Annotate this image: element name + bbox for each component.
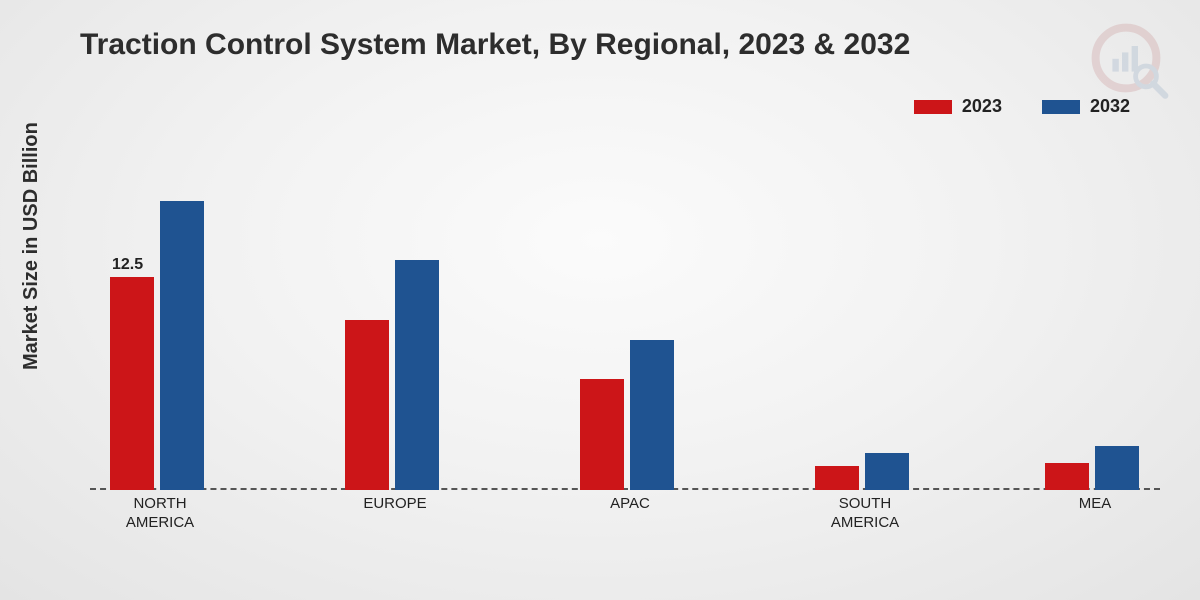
bar-group-apac <box>580 340 690 490</box>
bar-2032-north-america <box>160 201 204 490</box>
x-label-mea: MEA <box>1025 495 1165 514</box>
legend-swatch-2023 <box>914 100 952 114</box>
value-label-12-5: 12.5 <box>112 256 143 274</box>
watermark-logo-icon <box>1090 22 1170 102</box>
legend-swatch-2032 <box>1042 100 1080 114</box>
bar-2023-south-america <box>815 466 859 490</box>
bar-2032-europe <box>395 260 439 490</box>
bar-2032-apac <box>630 340 674 490</box>
x-label-north-america: NORTH AMERICA <box>90 495 230 533</box>
chart-title: Traction Control System Market, By Regio… <box>80 28 910 62</box>
legend: 2023 2032 <box>914 96 1130 117</box>
legend-item-2032: 2032 <box>1042 96 1130 117</box>
legend-label-2023: 2023 <box>962 96 1002 117</box>
bar-2023-apac <box>580 379 624 490</box>
x-label-south-america: SOUTH AMERICA <box>795 495 935 533</box>
bar-group-north-america <box>110 201 220 490</box>
x-axis-labels: NORTH AMERICA EUROPE APAC SOUTH AMERICA … <box>90 495 1160 555</box>
bar-2032-south-america <box>865 453 909 490</box>
bar-group-south-america <box>815 453 925 490</box>
bar-2023-mea <box>1045 463 1089 490</box>
bar-2023-north-america <box>110 277 154 490</box>
x-label-apac: APAC <box>560 495 700 514</box>
chart-canvas: Traction Control System Market, By Regio… <box>0 0 1200 600</box>
bar-2023-europe <box>345 320 389 490</box>
bar-group-europe <box>345 260 455 490</box>
legend-label-2032: 2032 <box>1090 96 1130 117</box>
bar-group-mea <box>1045 446 1155 490</box>
x-label-europe: EUROPE <box>325 495 465 514</box>
legend-item-2023: 2023 <box>914 96 1002 117</box>
plot-area: 12.5 <box>90 150 1160 490</box>
bar-2032-mea <box>1095 446 1139 490</box>
y-axis-label: Market Size in USD Billion <box>20 122 43 370</box>
